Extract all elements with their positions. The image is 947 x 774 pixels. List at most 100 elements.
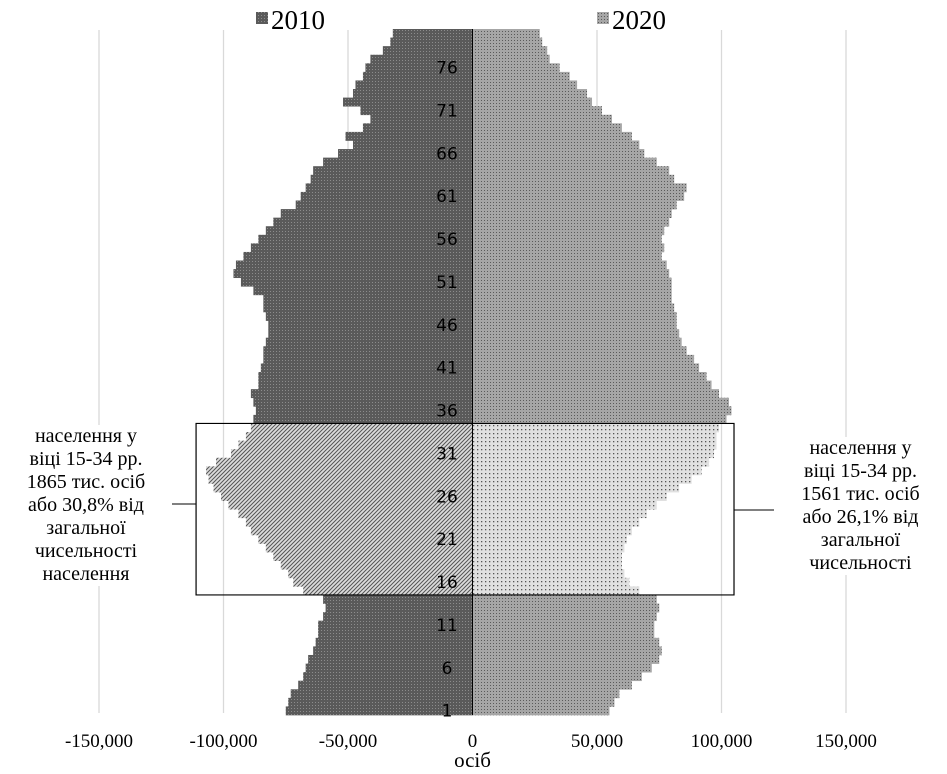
x-tick-label: 150,000 — [815, 731, 877, 752]
bar-2020-age-69 — [472, 123, 622, 133]
bar-2010-age-21 — [258, 534, 473, 544]
bar-2020-age-62 — [472, 183, 687, 193]
bar-2010-age-27 — [213, 483, 473, 493]
x-tick-label: -50,000 — [319, 731, 378, 752]
bar-2020-age-15 — [472, 586, 640, 596]
bar-2020-age-67 — [472, 140, 640, 150]
bar-2020-age-51 — [472, 277, 672, 287]
bar-2010-age-75 — [362, 71, 473, 81]
bar-2020-age-39 — [472, 380, 712, 390]
bar-2020-age-52 — [472, 269, 670, 279]
bar-2020-age-36 — [472, 406, 732, 416]
bar-2020-age-66 — [472, 149, 645, 158]
bar-2020-age-43 — [472, 346, 687, 356]
age-tick-label: 1 — [442, 702, 453, 722]
bar-2020-age-70 — [472, 114, 612, 124]
bar-2010-age-33 — [245, 432, 473, 441]
bar-2020-age-53 — [472, 260, 667, 270]
bar-2010-age-61 — [300, 191, 473, 201]
bar-2020-age-48 — [472, 303, 675, 313]
bar-2010-age-65 — [323, 157, 473, 167]
bar-2020-age-78 — [472, 46, 548, 56]
bar-2020-age-71 — [472, 106, 602, 116]
bar-2010-age-42 — [263, 354, 473, 364]
annotation-line: чисельності — [809, 552, 912, 574]
x-tick-label: -100,000 — [189, 731, 257, 752]
bar-2010-age-22 — [250, 526, 473, 536]
bar-2020-age-22 — [472, 526, 632, 536]
bar-2010-age-58 — [273, 217, 473, 227]
age-tick-label: 36 — [436, 402, 458, 422]
highlight-box-2020 — [472, 422, 735, 596]
bar-2020-age-61 — [472, 191, 685, 201]
bar-2020-age-4 — [472, 680, 632, 690]
age-tick-label: 66 — [436, 144, 458, 164]
x-tick-label: 0 — [468, 731, 478, 752]
bar-2010-age-47 — [265, 311, 473, 321]
bar-2010-age-57 — [265, 226, 473, 236]
bar-2020-age-6 — [472, 663, 652, 673]
bar-2020-age-35 — [472, 414, 727, 424]
annotation-line: загальної — [820, 529, 901, 551]
annotation-line: населення у — [809, 437, 912, 459]
bar-2020-age-13 — [472, 603, 660, 613]
x-tick-label: 50,000 — [571, 731, 623, 752]
age-tick-label: 76 — [436, 59, 458, 79]
bar-2010-age-62 — [305, 183, 473, 193]
bar-2020-age-42 — [472, 354, 695, 364]
bar-2010-age-38 — [250, 389, 473, 399]
bar-2020-age-68 — [472, 131, 632, 141]
bar-2020-age-45 — [472, 329, 680, 339]
bar-2020-age-31 — [472, 449, 715, 459]
bar-2020-age-44 — [472, 337, 682, 347]
bar-2020-age-20 — [472, 543, 625, 553]
annotation-line: або 30,8% від — [28, 494, 144, 516]
bar-2020-age-56 — [472, 234, 662, 244]
bar-2010-age-16 — [293, 577, 473, 587]
bar-2010-age-6 — [305, 663, 473, 673]
age-tick-label: 31 — [436, 444, 458, 464]
bar-2020-age-27 — [472, 483, 680, 493]
bar-2020-age-3 — [472, 689, 620, 699]
annotation-line: 1865 тис. осіб — [26, 471, 146, 493]
bar-2010-age-37 — [253, 397, 473, 407]
bar-2010-age-11 — [318, 620, 473, 630]
annotation-line: віці 15-34 рр. — [804, 460, 917, 482]
bar-2020-age-30 — [472, 457, 710, 467]
bar-2010-age-28 — [208, 474, 473, 484]
bar-2020-age-10 — [472, 629, 655, 639]
bar-2010-age-67 — [352, 140, 473, 150]
bar-2020-age-49 — [472, 294, 672, 304]
annotation-line: 1561 тис. осіб — [801, 483, 920, 505]
annotation-line: населення — [42, 563, 130, 585]
bar-2020-age-65 — [472, 157, 657, 167]
bar-2020-age-2 — [472, 697, 615, 707]
bar-2020-age-60 — [472, 200, 677, 210]
bar-2010-age-43 — [263, 346, 473, 356]
bar-2010-age-54 — [243, 251, 473, 261]
age-tick-label: 71 — [436, 101, 458, 121]
bar-2020-age-5 — [472, 672, 642, 682]
bar-2010-age-50 — [253, 286, 473, 296]
bar-2010-age-46 — [268, 320, 473, 330]
bar-2010-age-68 — [345, 131, 473, 141]
legend-swatch-2010 — [256, 12, 268, 24]
bar-2010-age-34 — [250, 423, 473, 433]
bar-2010-age-26 — [221, 492, 473, 501]
bar-2010-age-2 — [288, 697, 473, 707]
bar-2020-age-21 — [472, 534, 627, 544]
age-tick-label: 51 — [436, 273, 458, 293]
bar-2020-age-26 — [472, 492, 667, 501]
bar-2020-age-29 — [472, 466, 702, 476]
bar-2020-age-11 — [472, 620, 655, 630]
bar-2010-age-14 — [323, 594, 473, 604]
bar-2010-age-80 — [392, 29, 473, 38]
x-axis-label: осіб — [454, 748, 491, 772]
annotation-line: чисельності — [34, 540, 138, 562]
annotation-line: загальної — [46, 517, 126, 539]
bar-2010-age-15 — [303, 586, 473, 596]
bar-2010-age-19 — [273, 552, 473, 561]
bar-2010-age-29 — [206, 466, 473, 476]
bar-2010-age-5 — [303, 672, 473, 682]
bar-2020-age-38 — [472, 389, 720, 399]
